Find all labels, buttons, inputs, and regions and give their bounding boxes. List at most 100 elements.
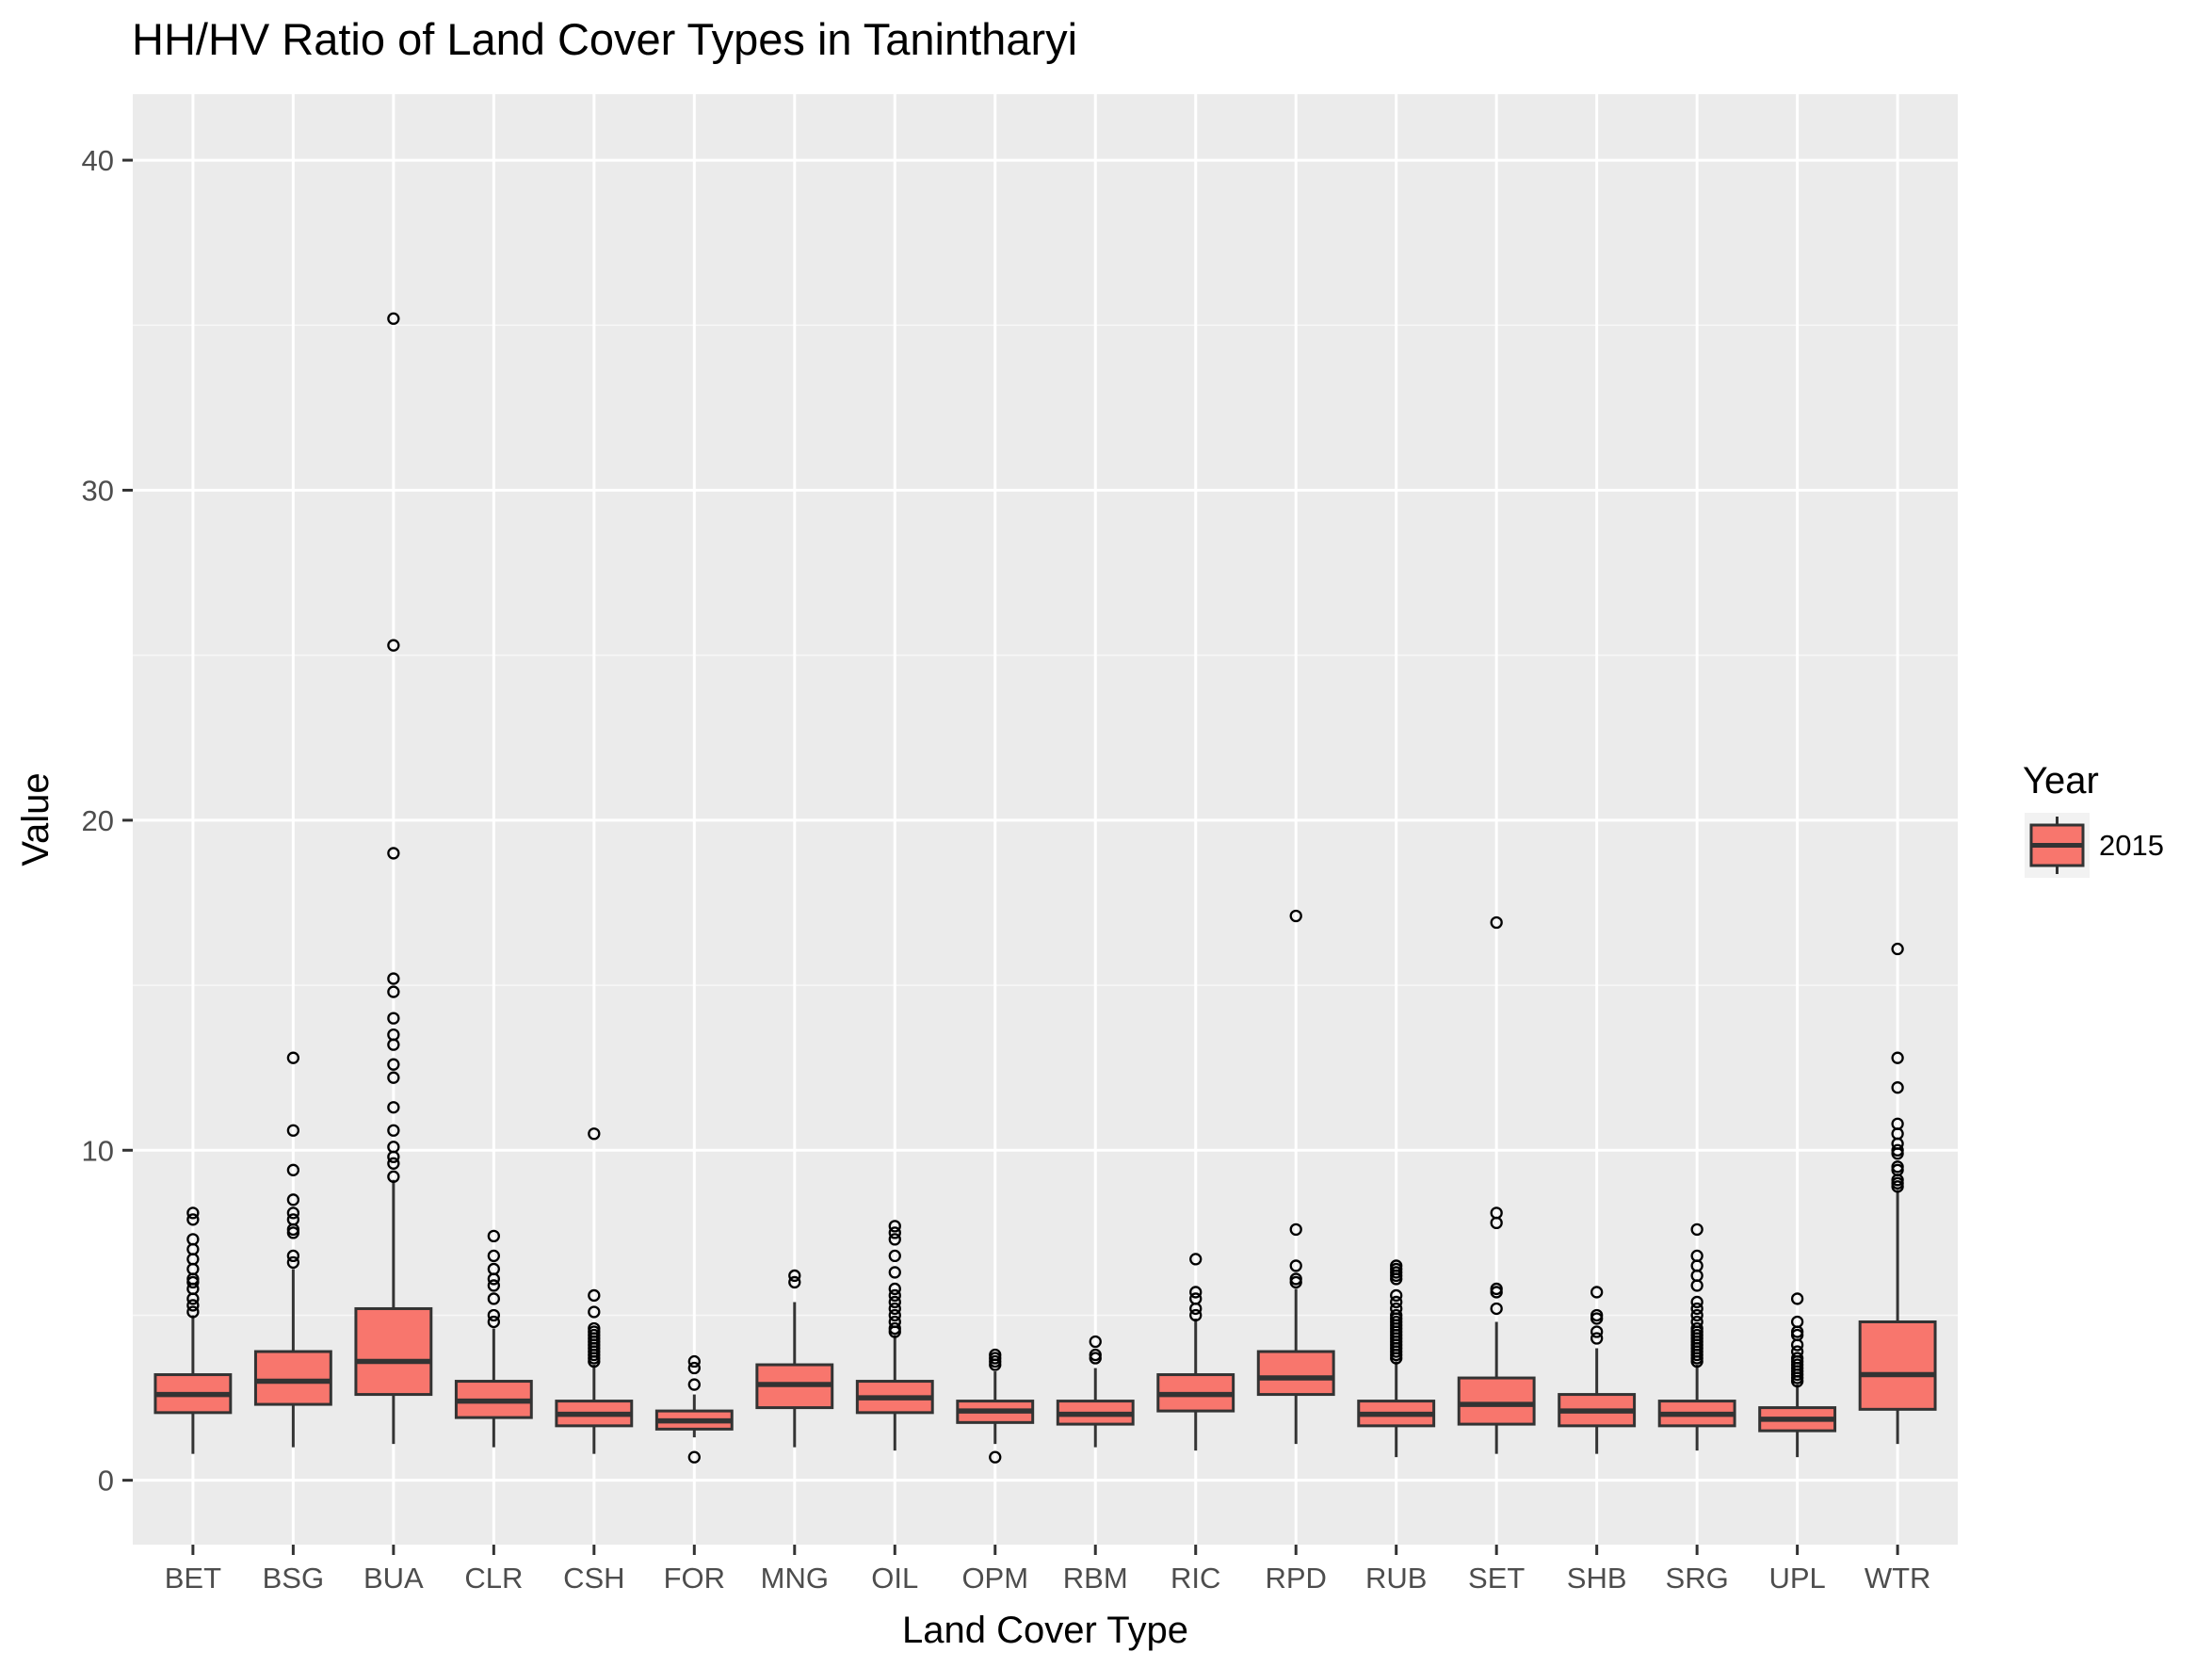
legend-label-2015: 2015 <box>2099 829 2164 862</box>
outlier-point <box>186 1206 200 1220</box>
y-tick-label: 10 <box>82 1134 114 1167</box>
outlier-point <box>1189 1308 1203 1322</box>
x-tick-label-rpd: RPD <box>1265 1562 1326 1595</box>
outlier-point <box>487 1315 500 1329</box>
x-tick-label-set: SET <box>1468 1562 1525 1595</box>
outlier-point <box>1690 1321 1703 1336</box>
y-tick-label: 20 <box>82 804 114 837</box>
outlier-point <box>788 1275 801 1289</box>
outlier-point <box>1089 1348 1102 1362</box>
outlier-point <box>387 972 400 985</box>
legend-title: Year <box>2023 760 2099 802</box>
outlier-point <box>1289 1272 1302 1286</box>
outlier-point <box>1690 1308 1703 1322</box>
outlier-point <box>788 1269 801 1283</box>
outlier-point <box>1590 1308 1604 1322</box>
outlier-point <box>186 1233 200 1246</box>
boxplot-shb <box>1558 1286 1637 1454</box>
x-tick-label-for: FOR <box>664 1562 725 1595</box>
outlier-point <box>1390 1288 1403 1303</box>
outlier-point <box>286 1051 300 1064</box>
x-tick-label-upl: UPL <box>1768 1562 1825 1595</box>
outlier-point <box>1590 1332 1604 1345</box>
boxplot-srg <box>1657 1223 1736 1451</box>
outlier-point <box>1289 1223 1302 1237</box>
outlier-point <box>888 1233 901 1246</box>
outlier-point <box>387 1124 400 1137</box>
outlier-point <box>1189 1253 1203 1266</box>
outlier-point <box>888 1226 901 1239</box>
boxplot-csh <box>555 1127 634 1454</box>
outlier-point <box>387 985 400 998</box>
outlier-point <box>888 1302 901 1316</box>
outlier-point <box>1590 1286 1604 1299</box>
outlier-point <box>588 1288 601 1303</box>
x-tick-label-bua: BUA <box>363 1562 424 1595</box>
outlier-point <box>1289 1259 1302 1272</box>
outlier-point <box>1490 1282 1503 1296</box>
outlier-point <box>387 1071 400 1084</box>
box <box>1256 1350 1335 1397</box>
boxplot-bet <box>153 1206 233 1454</box>
boxplot-opm <box>956 1348 1035 1464</box>
outlier-point <box>1891 942 1904 956</box>
boxplots <box>153 312 1937 1464</box>
outlier-point <box>487 1229 500 1243</box>
x-tick-label-clr: CLR <box>464 1562 523 1595</box>
box <box>354 1306 433 1397</box>
x-tick-label-rub: RUB <box>1365 1562 1427 1595</box>
x-tick-label-rbm: RBM <box>1063 1562 1128 1595</box>
outlier-point <box>687 1354 701 1368</box>
outlier-point <box>487 1279 500 1292</box>
y-axis-title: Value <box>15 772 57 866</box>
outlier-point <box>888 1266 901 1279</box>
outlier-point <box>387 1157 400 1170</box>
box <box>1457 1376 1536 1426</box>
boxplot-rpd <box>1256 909 1335 1445</box>
x-tick-label-ric: RIC <box>1171 1562 1220 1595</box>
outlier-point <box>286 1124 300 1137</box>
x-tick-label-shb: SHB <box>1567 1562 1627 1595</box>
outlier-point <box>888 1288 901 1303</box>
outlier-point <box>387 639 400 652</box>
outlier-point <box>1790 1345 1804 1358</box>
boxplot-bua <box>354 312 433 1445</box>
outlier-point <box>387 1012 400 1025</box>
chart-title: HH/HV Ratio of Land Cover Types in Tanin… <box>132 14 1077 64</box>
x-axis: BET BSG BUA CLR CSH FOR MNG OIL OPM RBM RIC RPD RUB S… <box>165 1545 1930 1595</box>
outlier-point <box>1690 1249 1703 1263</box>
outlier-point <box>1490 915 1503 930</box>
outlier-point <box>387 1141 400 1154</box>
boxplot-oil <box>855 1220 934 1451</box>
outlier-point <box>888 1282 901 1296</box>
boxplot-wtr <box>1858 942 1937 1445</box>
outlier-point <box>1289 909 1302 923</box>
outlier-point <box>1690 1315 1703 1329</box>
outlier-point <box>487 1249 500 1263</box>
outlier-point <box>186 1305 200 1319</box>
boxplot-upl <box>1758 1292 1837 1458</box>
x-tick-label-opm: OPM <box>961 1562 1028 1595</box>
outlier-point <box>1189 1292 1203 1305</box>
outlier-point <box>286 1249 300 1263</box>
outlier-point <box>286 1193 300 1206</box>
outlier-point <box>1390 1308 1403 1322</box>
x-axis-title: Land Cover Type <box>902 1610 1188 1651</box>
outlier-point <box>387 1028 400 1042</box>
outlier-point <box>186 1213 200 1226</box>
outlier-point <box>1790 1315 1804 1329</box>
outlier-point <box>487 1292 500 1305</box>
outlier-point <box>286 1255 300 1270</box>
outlier-point <box>286 1163 300 1176</box>
outlier-point <box>487 1308 500 1322</box>
outlier-point <box>588 1321 601 1336</box>
outlier-point <box>286 1206 300 1220</box>
outlier-point <box>1891 1081 1904 1094</box>
outlier-point <box>989 1348 1002 1362</box>
outlier-point <box>1790 1292 1804 1305</box>
outlier-point <box>1790 1352 1804 1365</box>
legend: Year 2015 <box>2023 760 2164 878</box>
y-tick-label: 30 <box>82 474 114 507</box>
y-tick-label: 40 <box>82 144 114 177</box>
